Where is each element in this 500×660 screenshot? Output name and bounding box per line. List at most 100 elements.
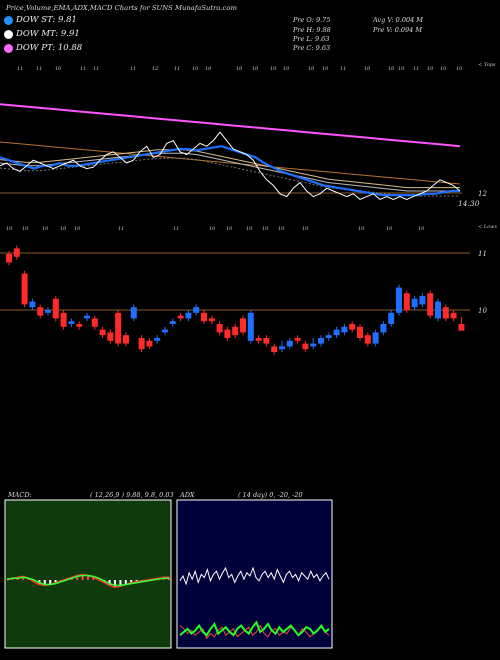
- ema-marker-label: 11: [130, 66, 137, 72]
- candle-body: [310, 343, 317, 347]
- candle-body: [201, 312, 207, 322]
- ema-marker-label: 11: [80, 66, 87, 72]
- ema-price-label-1430: 14.30: [458, 199, 480, 208]
- legend-dow-mt: DOW MT: 9.91: [16, 29, 80, 39]
- candle-body: [123, 335, 129, 344]
- candle-body: [341, 326, 348, 333]
- candle-body: [403, 293, 410, 310]
- candle-body: [286, 340, 293, 347]
- ema-marker-label: 10: [308, 66, 315, 72]
- candle-body: [294, 338, 301, 341]
- ohlc-open: Pre O: 9.75: [293, 16, 331, 24]
- ema-marker-label: 10: [364, 66, 371, 72]
- candle-corner-label: < Lows: [478, 224, 497, 230]
- prev-volume: Pre V: 0.094 M: [373, 26, 423, 34]
- legend-dow-pt: DOW PT: 10.88: [16, 43, 83, 53]
- candle-body: [349, 324, 356, 330]
- candle-marker-label: 10: [42, 226, 49, 232]
- adx-label: ADX: [180, 491, 195, 499]
- ema-marker-label: 11: [340, 66, 347, 72]
- ema-marker-label: 11: [17, 66, 24, 72]
- candle-body: [91, 318, 98, 327]
- legend-swatch-st: [4, 16, 13, 25]
- candle-marker-label: 10: [418, 226, 425, 232]
- candle-body: [52, 298, 59, 319]
- candle-body: [302, 343, 309, 350]
- ema-marker-label: 10: [440, 66, 447, 72]
- page-title: Price,Volume,EMA,ADX,MACD Charts for SUN…: [6, 4, 237, 12]
- candle-body: [99, 329, 106, 336]
- candle-price-label-10: 10: [478, 307, 487, 315]
- candle-body: [458, 324, 465, 331]
- ema-marker-label: 10: [427, 66, 434, 72]
- candle-body: [232, 326, 239, 336]
- ema-marker-label: 10: [252, 66, 259, 72]
- candle-body: [185, 312, 192, 319]
- ema-marker-label: 10: [236, 66, 243, 72]
- candle-body: [107, 332, 114, 341]
- ohlc-high: Pre H: 9.88: [293, 26, 331, 34]
- candle-body: [60, 312, 67, 327]
- candle-body: [208, 318, 215, 322]
- candle-marker-label: 10: [226, 226, 233, 232]
- candle-body: [435, 301, 441, 319]
- legend-swatch-mt: [4, 30, 13, 39]
- ema-price-line: [0, 131, 461, 200]
- candle-marker-label: 10: [386, 226, 393, 232]
- ema-marker-label: 11: [36, 66, 43, 72]
- avg-volume: Avg V: 0.004 M: [373, 16, 423, 24]
- candle-body: [263, 338, 270, 344]
- candle-marker-label: 10: [209, 226, 216, 232]
- ema-mid-upper-line: [0, 149, 460, 189]
- candle-body: [45, 310, 51, 313]
- candle-body: [380, 324, 387, 333]
- adx-params: ( 14 day) 0, -20, -20: [238, 491, 303, 499]
- ema-marker-label: 10: [270, 66, 277, 72]
- candle-body: [271, 346, 278, 352]
- macd-panel-frame: [4, 499, 172, 649]
- candle-marker-label: 10: [278, 226, 285, 232]
- ema-marker-label: 10: [283, 66, 290, 72]
- candle-marker-label: 11: [118, 226, 125, 232]
- candle-body: [138, 338, 145, 350]
- candle-body: [388, 312, 395, 324]
- candle-body: [372, 332, 379, 344]
- macd-params: ( 12,26,9 ) 9.88, 9.8, 0.03: [90, 491, 174, 499]
- candle-body: [411, 298, 418, 308]
- candle-body: [364, 335, 371, 344]
- candle-body: [442, 307, 449, 319]
- ema-marker-label: 10: [192, 66, 199, 72]
- candle-body: [177, 315, 184, 319]
- candle-body: [115, 312, 122, 344]
- candle-marker-label: 10: [302, 226, 309, 232]
- adx-line: [179, 566, 330, 586]
- legend-dow-st: DOW ST: 9.81: [16, 15, 77, 25]
- candle-body: [224, 329, 231, 338]
- candle-body: [37, 307, 44, 316]
- legend-swatch-pt: [4, 44, 13, 53]
- ema-marker-label: 12: [152, 66, 159, 72]
- candle-body: [6, 254, 12, 263]
- macd-label: MACD:: [8, 491, 32, 499]
- candle-price-label-11: 11: [478, 250, 487, 258]
- ema-short-line: [0, 145, 460, 197]
- candle-marker-label: 10: [262, 226, 269, 232]
- candle-body: [162, 329, 168, 333]
- candle-body: [357, 326, 363, 338]
- candle-body: [21, 273, 28, 305]
- ema-corner-label: < Tops: [478, 62, 496, 68]
- ema-dotted-line: [0, 157, 460, 197]
- candle-body: [130, 307, 137, 319]
- candle-body: [154, 338, 161, 341]
- candle-body: [247, 312, 254, 341]
- candle-body: [84, 315, 90, 319]
- ema-brown-line: [0, 141, 461, 185]
- candle-body: [13, 248, 20, 257]
- ema-marker-label: 10: [456, 66, 463, 72]
- ema-marker-label: 10: [388, 66, 395, 72]
- candle-marker-label: 10: [74, 226, 81, 232]
- candle-marker-label: 10: [246, 226, 253, 232]
- candle-marker-label: 10: [22, 226, 29, 232]
